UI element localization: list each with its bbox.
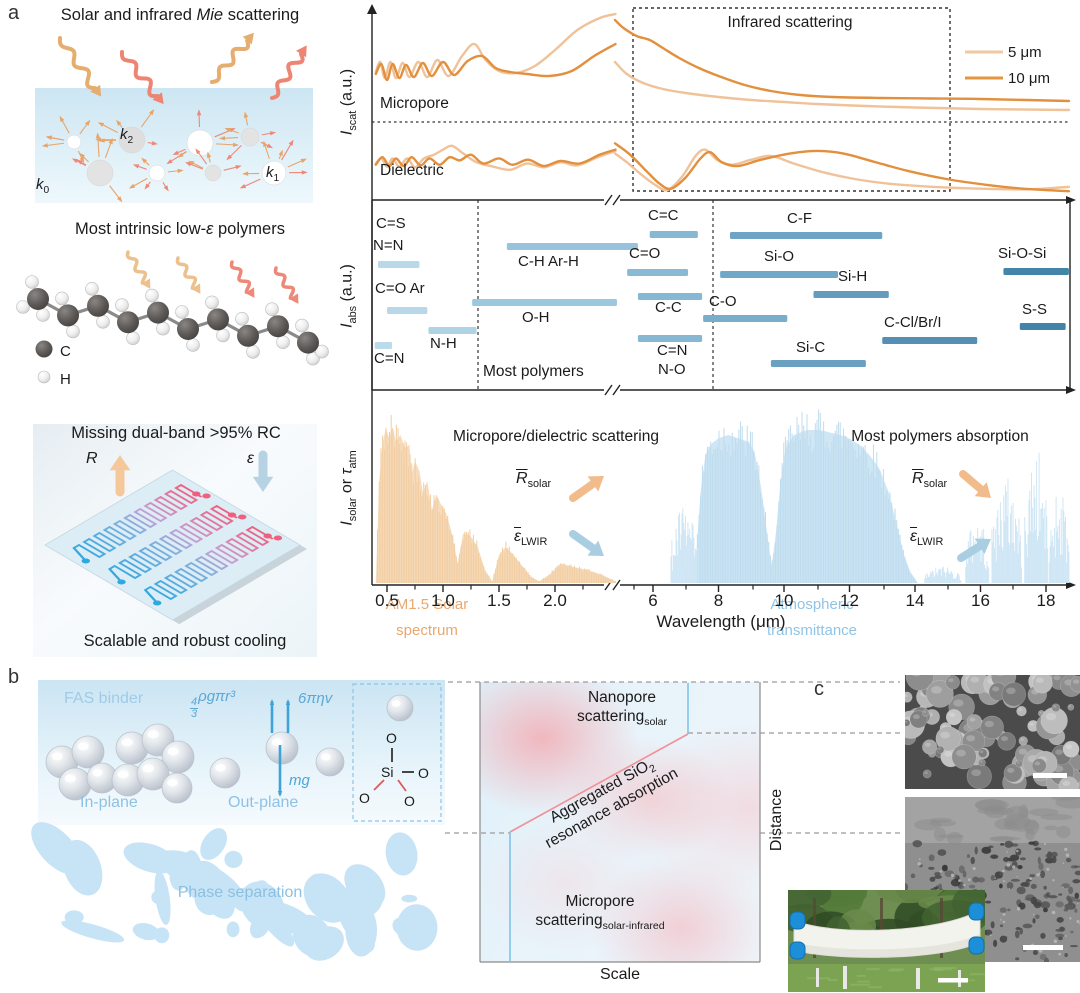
bond-band-label: C-H Ar-H <box>518 253 579 270</box>
bond-band-label: N-H <box>430 335 457 352</box>
atm-label-line1: Atmospheric <box>770 596 854 613</box>
x-tick-label: 1.5 <box>487 591 511 610</box>
absorption-heading: Most polymers absorption <box>851 428 1029 445</box>
si-atom-label: Si <box>381 764 394 780</box>
dielectric-panel-label: Dielectric <box>380 162 444 179</box>
o-bottomleft-label: O <box>359 790 370 806</box>
bond-band-label: C=O <box>629 245 661 262</box>
sem-image-nanoparticles <box>895 661 1080 800</box>
panel-label-c: c <box>814 678 824 700</box>
most-polymers-label: Most polymers <box>483 363 584 380</box>
x-tick-label: 0.5 <box>375 591 399 610</box>
in-plane-label: In-plane <box>80 794 138 811</box>
bond-band-label: C-Cl/Br/I <box>884 314 942 331</box>
iscat-axis-label: Iscat (a.u.) <box>338 68 359 136</box>
polymer-title: Most intrinsic low-ε polymers <box>75 220 285 238</box>
bond-band-label: S-S <box>1022 301 1048 318</box>
nanopore-label-line2: scatteringsolar <box>576 708 668 729</box>
bond-band-label: C-F <box>787 210 812 227</box>
wavelength-axis-label: Wavelength (μm) <box>656 612 786 631</box>
bond-band-label: C=O Ar <box>375 280 425 297</box>
elwir-left-label: εLWIR <box>514 528 548 549</box>
hydrogen-legend-label: H <box>60 371 71 388</box>
bond-band-label: Si-H <box>838 268 868 285</box>
bond-band-label: C=N <box>657 342 688 359</box>
viscous-formula: 6πηv <box>298 690 333 707</box>
out-plane-label: Out-plane <box>228 794 299 811</box>
nanopore-label-line1: Nanopore <box>587 689 657 706</box>
carbon-legend-label: C <box>60 343 71 360</box>
legend-item: 10 μm <box>1008 70 1050 87</box>
buoyancy-formula: 4 3 ρgπr³ <box>190 688 236 720</box>
bond-band-label: Si-O <box>764 248 794 265</box>
isolar-axis-label: Isolar or τatm <box>338 450 359 526</box>
o-top-label: O <box>386 730 397 746</box>
rsolar-right-label: Rsolar <box>912 470 948 491</box>
x-tick-label: 8 <box>713 591 724 610</box>
micropore-panel-label: Micropore <box>380 95 449 112</box>
bond-band-label: Si-O-Si <box>998 245 1047 262</box>
legend-item: 5 μm <box>1008 44 1042 61</box>
mie-scattering-title: Solar and infrared Mie scattering <box>60 6 300 24</box>
x-tick-label: 18 <box>1036 591 1056 610</box>
k2-label: k2 <box>120 126 134 146</box>
o-right-label: O <box>418 765 429 781</box>
bond-band-label: Si-C <box>796 339 826 356</box>
bond-band-label: C=S <box>376 215 406 232</box>
atm-label-line2: transmittance <box>766 622 858 639</box>
k0-label: k0 <box>36 176 50 196</box>
reflectance-symbol: R <box>86 450 98 467</box>
scattering-heading: Micropore/dielectric scattering <box>453 428 659 445</box>
phase-separation-label: Phase separation <box>177 884 303 901</box>
x-tick-label: 1.0 <box>431 591 455 610</box>
infrared-scattering-label: Infrared scattering <box>727 14 853 31</box>
scale-axis-label: Scale <box>599 966 641 983</box>
emissivity-symbol: ε <box>247 450 255 467</box>
scalable-caption: Scalable and robust cooling <box>83 632 287 650</box>
fas-binder-label: FAS binder <box>64 690 144 707</box>
bond-band-label: N-O <box>658 361 686 378</box>
bond-band-label: C-O <box>709 293 737 310</box>
scattering-medium-box <box>35 88 313 203</box>
am15-label-line2: spectrum <box>396 622 458 639</box>
outdoor-photo <box>774 874 1000 992</box>
bond-band-label: C=N <box>374 350 405 367</box>
distance-axis-label: Distance <box>767 788 785 852</box>
x-tick-label: 6 <box>648 591 658 610</box>
x-tick-label: 12 <box>840 591 859 610</box>
x-tick-label: 14 <box>905 591 925 610</box>
rsolar-left-label: Rsolar <box>516 470 552 491</box>
micropore-diagram-label-line2: scatteringsolar-infrared <box>535 912 665 933</box>
bond-band-label: N=N <box>373 237 404 254</box>
panel-label-a: a <box>8 2 20 24</box>
missing-title: Missing dual-band >95% RC <box>71 424 281 442</box>
missing-dualband-box <box>33 424 317 657</box>
elwir-right-label: εLWIR <box>910 528 944 549</box>
x-tick-label: 10 <box>774 591 794 610</box>
micropore-diagram-label-line1: Micropore <box>565 893 635 910</box>
panel-label-b: b <box>8 666 20 688</box>
bond-band-label: C-C <box>655 299 682 316</box>
x-tick-label: 2.0 <box>543 591 567 610</box>
k1-label: k1 <box>266 164 280 184</box>
bond-band-label: C=C <box>648 207 679 224</box>
bond-band-label: O-H <box>522 309 550 326</box>
gravity-formula: mg <box>289 772 310 789</box>
iabs-axis-label: Iabs (a.u.) <box>338 264 359 328</box>
am15-label-line1: AM1.5 Solar <box>385 596 469 613</box>
o-bottomright-label: O <box>404 793 415 809</box>
x-tick-label: 16 <box>971 591 990 610</box>
